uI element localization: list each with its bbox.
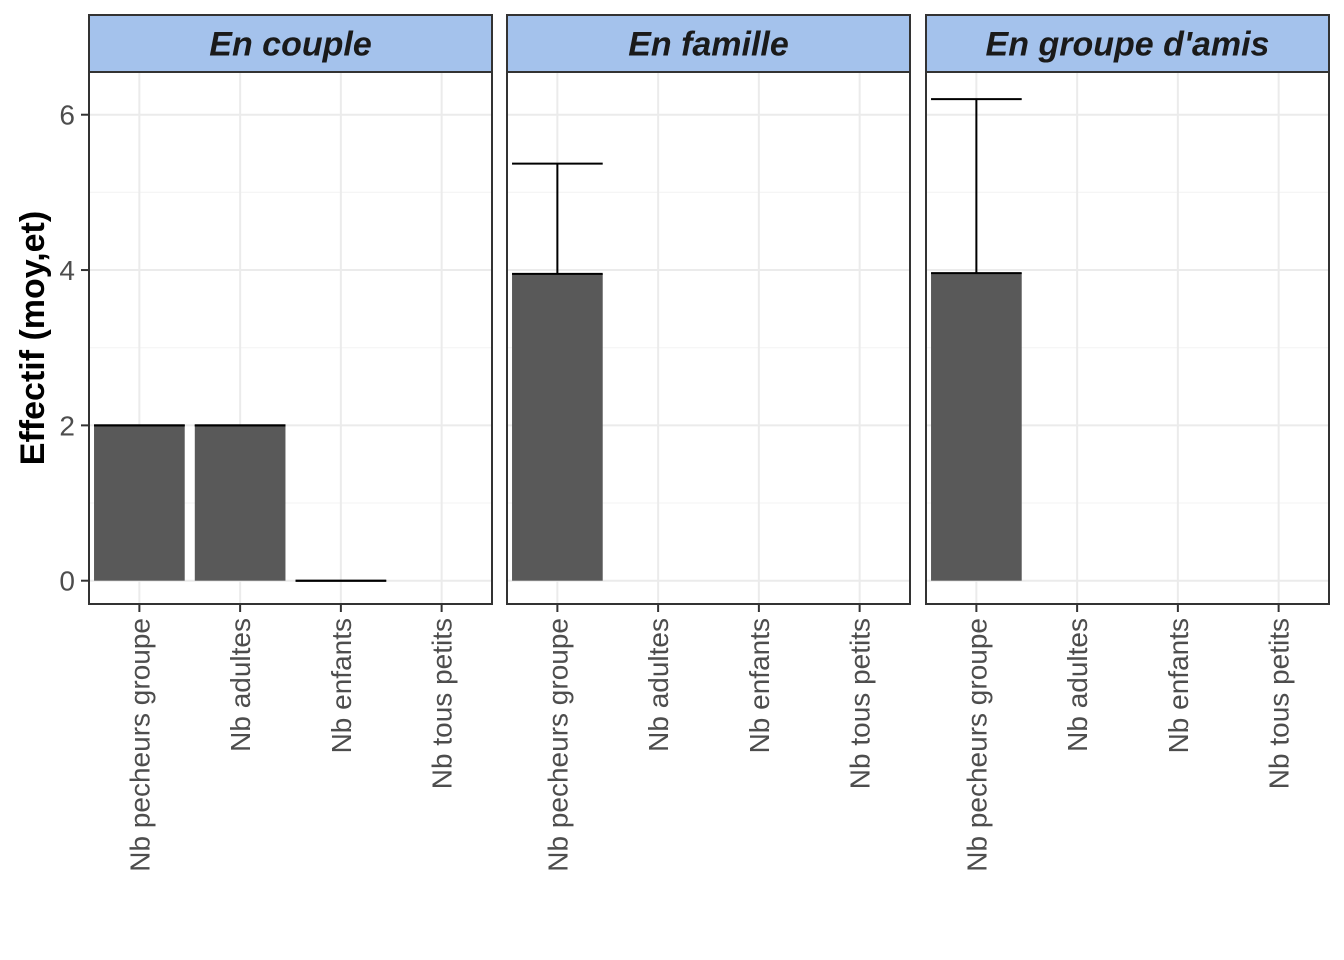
x-tick-label: Nb adultes xyxy=(643,618,674,752)
x-tick-label: Nb tous petits xyxy=(427,618,458,789)
bar-en-famille-1 xyxy=(512,273,603,581)
x-tick-label: Nb enfants xyxy=(744,618,775,753)
x-tick-label: Nb pecheurs groupe xyxy=(542,618,573,872)
x-tick-label: Nb tous petits xyxy=(845,618,876,789)
x-tick-label: Nb tous petits xyxy=(1264,618,1295,789)
x-tick-label: Nb pecheurs groupe xyxy=(961,618,992,872)
strip-background xyxy=(88,14,493,73)
bar-en-groupe-d-amis-1 xyxy=(931,273,1022,581)
bar-en-couple-1 xyxy=(94,425,185,581)
strip-label: En groupe d'amis xyxy=(986,26,1270,64)
error-bar xyxy=(512,162,603,275)
facet-panel-en-groupe-d-amis: En groupe d'amis Nb pecheurs groupe Nb adu… xyxy=(925,14,1330,872)
y-tick-label: 2 xyxy=(59,410,75,441)
x-tick-label: Nb enfants xyxy=(1163,618,1194,753)
strip-label: En couple xyxy=(209,26,371,64)
y-tick-label: 4 xyxy=(59,255,75,286)
error-bar xyxy=(931,98,1022,275)
x-tick-label: Nb adultes xyxy=(225,618,256,752)
x-tick-label: Nb adultes xyxy=(1062,618,1093,752)
y-axis-title: Effectif (moy,et) xyxy=(14,211,52,465)
y-tick-label: 6 xyxy=(59,100,75,131)
x-tick-label: Nb enfants xyxy=(326,618,357,753)
bar-en-couple-2 xyxy=(194,425,286,581)
y-tick-label: 0 xyxy=(59,566,75,597)
x-tick-label: Nb pecheurs groupe xyxy=(124,618,155,872)
strip-label: En famille xyxy=(628,26,789,64)
facet-panel-en-couple: En couple Nb pecheurs groupe Nb adultes Nb … xyxy=(59,14,493,872)
facet-panel-en-famille: En famille Nb pecheurs groupe Nb adultes Nb… xyxy=(506,14,911,872)
strip-background xyxy=(506,14,911,73)
strip-background xyxy=(925,14,1330,73)
